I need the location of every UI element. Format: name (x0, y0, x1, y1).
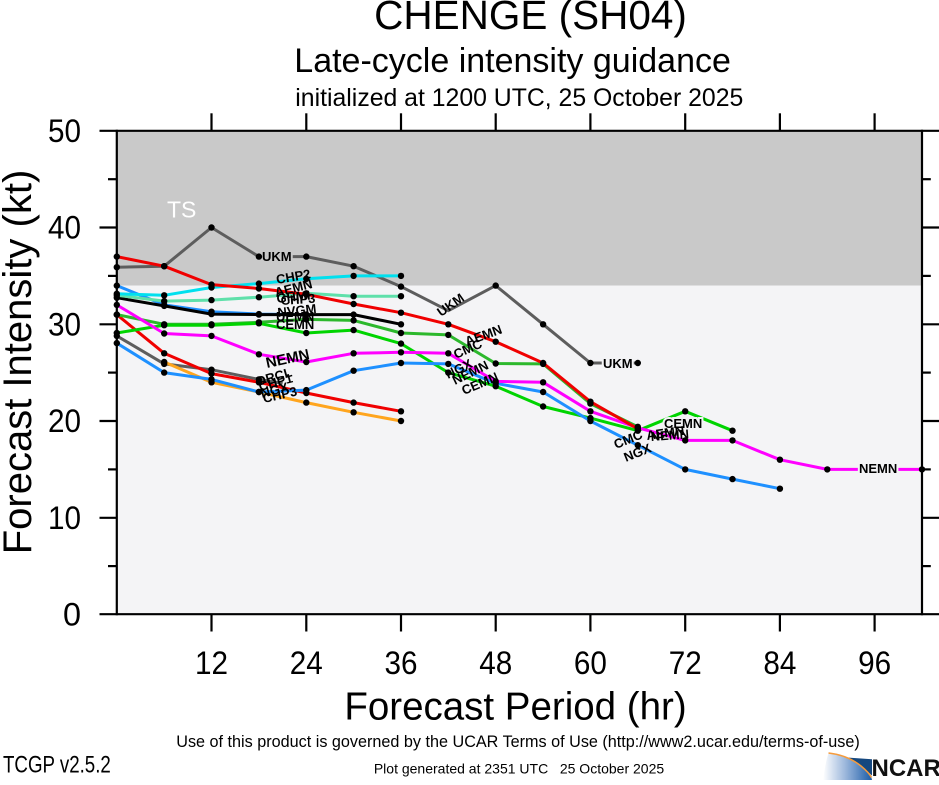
svg-text:TS: TS (167, 197, 196, 223)
svg-text:NEMN: NEMN (650, 426, 689, 444)
svg-text:24: 24 (290, 645, 323, 681)
svg-text:NEMN: NEMN (859, 461, 897, 476)
svg-text:CEMN: CEMN (276, 317, 314, 332)
svg-text:NCAR: NCAR (872, 755, 939, 780)
svg-text:initialized at 1200 UTC, 25 Oc: initialized at 1200 UTC, 25 October 2025 (295, 85, 743, 112)
svg-text:12: 12 (195, 645, 228, 681)
svg-text:10: 10 (48, 500, 81, 536)
svg-text:TCGP v2.5.2: TCGP v2.5.2 (3, 751, 111, 778)
svg-text:UKM: UKM (603, 356, 633, 371)
svg-text:0: 0 (63, 597, 81, 633)
svg-text:20: 20 (48, 403, 81, 439)
svg-text:40: 40 (48, 210, 81, 246)
svg-text:96: 96 (858, 645, 891, 681)
svg-text:84: 84 (763, 645, 796, 681)
svg-text:Forecast Intensity (kt): Forecast Intensity (kt) (0, 170, 40, 555)
svg-text:UKM: UKM (262, 249, 292, 264)
svg-text:Late-cycle intensity guidance: Late-cycle intensity guidance (294, 42, 731, 80)
svg-text:30: 30 (48, 306, 81, 342)
svg-text:Plot generated at 2351 UTC 2: Plot generated at 2351 UTC 25 October 20… (374, 761, 665, 777)
svg-text:60: 60 (574, 645, 607, 681)
svg-text:72: 72 (669, 645, 702, 681)
svg-text:36: 36 (385, 645, 418, 681)
svg-text:50: 50 (48, 113, 81, 149)
svg-text:CHENGE (SH04): CHENGE (SH04) (374, 0, 687, 38)
svg-text:Forecast Period (hr): Forecast Period (hr) (344, 686, 686, 729)
svg-text:Use of this product is governe: Use of this product is governed by the U… (176, 733, 859, 751)
svg-text:48: 48 (479, 645, 512, 681)
